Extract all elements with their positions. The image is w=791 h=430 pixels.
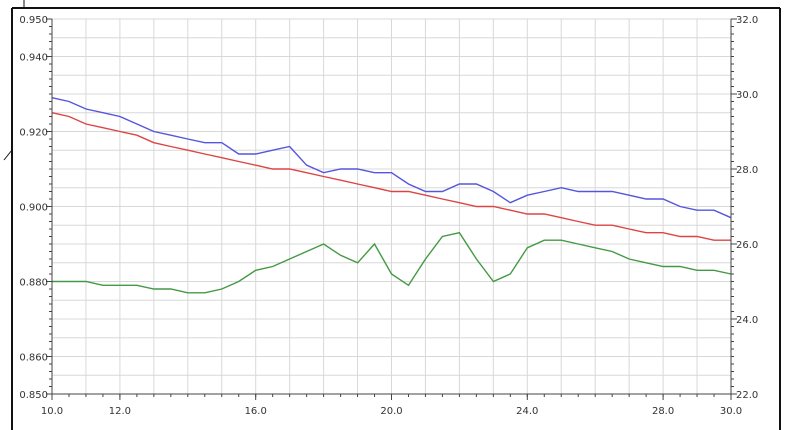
y-right-tick-label: 28.0 xyxy=(736,165,758,176)
y-right-tick-label: 24.0 xyxy=(736,315,758,326)
y-left-tick-label: 0.860 xyxy=(19,353,48,364)
x-tick-label: 12.0 xyxy=(109,406,131,417)
y-right-tick-label: 26.0 xyxy=(736,240,758,251)
y-left-tick-label: 0.850 xyxy=(19,390,48,401)
x-tick-label: 16.0 xyxy=(245,406,267,417)
y-right-tick-label: 30.0 xyxy=(736,90,758,101)
y-left-tick-label: 0.950 xyxy=(19,15,48,26)
x-tick-label: 30.0 xyxy=(720,406,742,417)
x-tick-label: 20.0 xyxy=(380,406,402,417)
y-left-tick-label: 0.880 xyxy=(19,278,48,289)
ticks: 0.850 0.860 0.880 0.900 0.920 0.940 0.950 22.0 2… xyxy=(19,15,758,417)
y-left-tick-label: 0.900 xyxy=(19,203,48,214)
y-left-tick-label: 0.920 xyxy=(19,128,48,139)
frame-bracket-mark xyxy=(3,149,13,161)
y-right-tick-label: 22.0 xyxy=(736,390,758,401)
series-line-1 xyxy=(51,97,732,219)
grid xyxy=(51,18,732,395)
x-tick-label: 28.0 xyxy=(652,406,674,417)
y-right-tick-label: 32.0 xyxy=(736,15,758,26)
series-line-3 xyxy=(52,231,732,294)
y-left-tick-label: 0.940 xyxy=(19,53,48,64)
x-tick-label: 24.0 xyxy=(516,406,538,417)
series-line-2 xyxy=(51,112,731,241)
x-tick-label: 10.0 xyxy=(41,406,63,417)
series-group xyxy=(51,97,732,294)
